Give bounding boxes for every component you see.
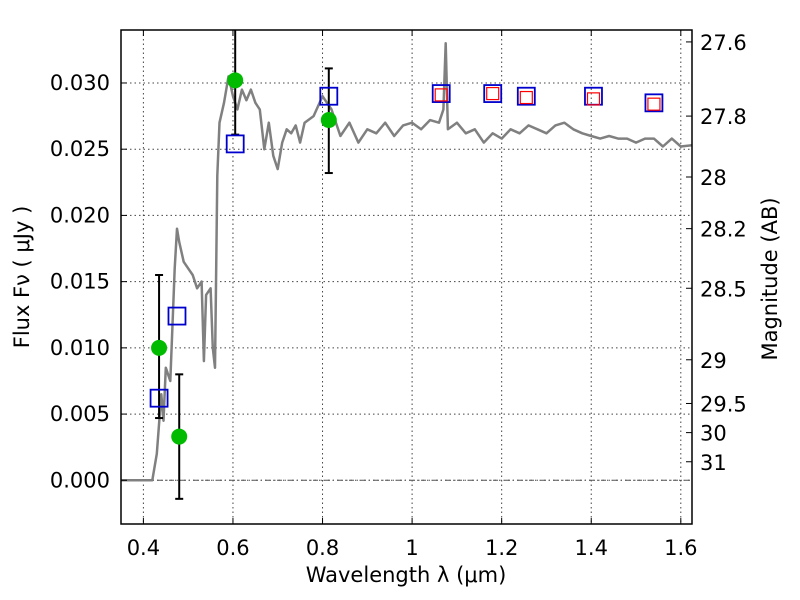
- ir-square-marker: [519, 90, 533, 105]
- x-axis-title: Wavelength λ (μm): [306, 563, 507, 587]
- model-square-marker: [225, 134, 245, 154]
- mag-tick-label: 27.6: [700, 31, 747, 55]
- mag-tick-label: 28.2: [700, 218, 747, 242]
- x-tick-label: 0.4: [127, 536, 160, 560]
- model-square-marker: [319, 86, 339, 106]
- x-tick-label: 1: [405, 536, 418, 560]
- mag-tick-label: 30: [700, 422, 727, 446]
- plot-frame: [120, 29, 693, 525]
- y-tick-label: 0.010: [50, 336, 110, 360]
- measured-point: [171, 428, 188, 445]
- mag-tick-label: 28: [700, 166, 727, 190]
- mag-tick-label: 29: [700, 349, 727, 373]
- data-layer: [121, 41, 692, 482]
- measured-point: [227, 72, 244, 89]
- x-tick-labels: 0.4 0.6 0.8 1 1.2 1.4 1.6: [127, 536, 698, 560]
- ir-square-marker: [647, 97, 661, 111]
- y-tick-label: 0.000: [50, 468, 110, 492]
- measured-point: [320, 112, 337, 129]
- x-tick-label: 1.2: [485, 536, 518, 560]
- plot-background: [121, 30, 692, 524]
- y-tick-label: 0.025: [50, 137, 110, 161]
- y-tick-label: 0.015: [50, 270, 110, 294]
- ir-square-marker: [486, 86, 500, 101]
- mag-tick-label: 28.5: [700, 277, 747, 301]
- model-square-marker: [167, 306, 187, 326]
- x-tick-label: 0.6: [216, 536, 249, 560]
- model-square-marker: [149, 388, 169, 408]
- y-tick-label: 0.030: [50, 71, 110, 95]
- x-tick-label: 1.4: [575, 536, 608, 560]
- x-tick-label: 0.8: [306, 536, 339, 560]
- y-tick-label: 0.005: [50, 402, 110, 426]
- model-square-marker: [516, 86, 536, 106]
- mag-tick-label: 31: [700, 451, 727, 475]
- model-square-marker: [483, 84, 503, 103]
- spectrum-line: [121, 41, 692, 482]
- y-tick-label: 0.020: [50, 203, 110, 227]
- model-square-marker: [644, 93, 664, 113]
- y2-axis-title: Magnitude (AB): [758, 197, 782, 360]
- y-axis-title: Flux Fν ( μJy ): [10, 206, 34, 349]
- y-tick-labels: 0.000 0.005 0.010 0.015 0.020 0.025 0.030: [50, 71, 110, 492]
- x-tick-label: 1.6: [664, 536, 697, 560]
- measured-point: [151, 339, 168, 356]
- magnitude-tick-labels: 27.6 27.8 28 28.2 28.5 29 29.5 30 31: [700, 31, 747, 475]
- ir-square-marker: [434, 88, 448, 102]
- model-square-marker: [431, 84, 451, 103]
- mag-tick-label: 27.8: [700, 105, 747, 129]
- marker-layer: [149, 30, 664, 500]
- ir-square-marker: [586, 92, 601, 106]
- ticks: [121, 30, 692, 524]
- mag-tick-label: 29.5: [700, 392, 747, 416]
